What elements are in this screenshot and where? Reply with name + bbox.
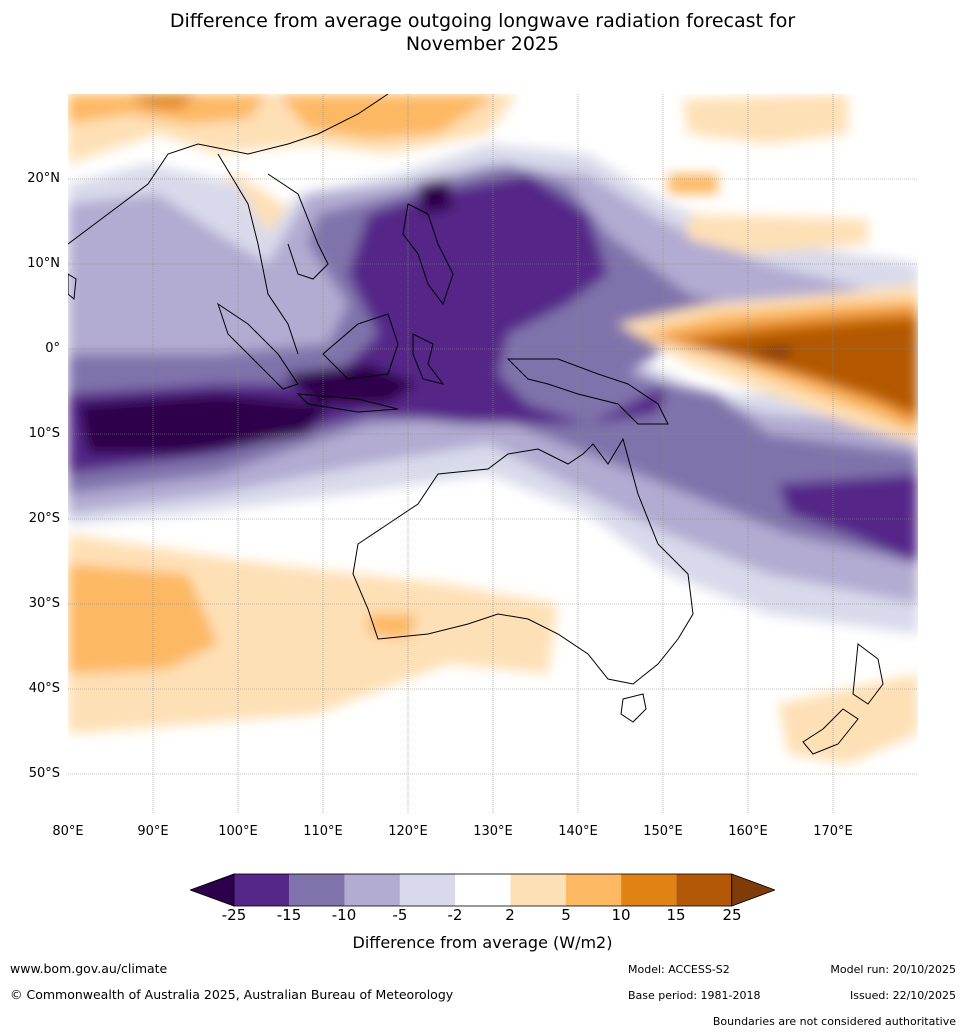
colorbar-tick: -15 xyxy=(276,906,302,924)
colorbar-extend-low xyxy=(190,873,235,907)
lon-label: 110°E xyxy=(303,824,343,839)
lat-label: 20°S xyxy=(28,511,60,526)
colorbar-tick: -5 xyxy=(392,906,408,924)
lon-label: 120°E xyxy=(388,824,428,839)
lat-label: 20°N xyxy=(27,171,60,186)
sulawesi-outline xyxy=(412,333,445,385)
issued-text: Issued: 22/10/2025 xyxy=(849,989,956,1002)
colorbar-segment xyxy=(234,874,290,906)
colorbar-segment xyxy=(510,874,566,906)
lon-label: 170°E xyxy=(813,824,853,839)
lon-label: 90°E xyxy=(137,824,169,839)
colorbar-segment xyxy=(565,874,622,906)
lat-label: 50°S xyxy=(28,766,60,781)
title-line-1: Difference from average outgoing longwav… xyxy=(169,10,796,32)
colorbar-segment xyxy=(344,874,400,906)
lat-label: 0° xyxy=(45,341,60,356)
colorbar-tick: -25 xyxy=(221,906,247,924)
colorbar-tick: 15 xyxy=(666,906,686,924)
colorbar-segment xyxy=(455,874,511,906)
lon-label: 140°E xyxy=(558,824,598,839)
new-guinea-outline xyxy=(506,358,669,425)
graticule xyxy=(68,94,918,814)
colorbar-tick: -2 xyxy=(447,906,463,924)
colorbar-tick: 2 xyxy=(505,906,515,924)
sumatra-outline xyxy=(217,302,299,390)
new-zealand-outline xyxy=(802,643,884,755)
colorbar-segment xyxy=(676,874,732,906)
colorbar-tick: 10 xyxy=(611,906,631,924)
lat-label: 10°S xyxy=(28,426,60,441)
colorbar xyxy=(190,873,775,907)
colorbar-label: Difference from average (W/m2) xyxy=(352,933,613,952)
lon-label: 160°E xyxy=(728,824,768,839)
model-run-text: Model run: 20/10/2025 xyxy=(830,963,956,976)
tasmania-outline xyxy=(620,693,647,723)
colorbar-segment xyxy=(289,874,345,906)
lat-label: 40°S xyxy=(28,681,60,696)
philippines-outline xyxy=(402,203,454,306)
lon-label: 100°E xyxy=(218,824,258,839)
colorbar-extend-high xyxy=(731,873,775,907)
disclaimer-text: Boundaries are not considered authoritat… xyxy=(712,1015,956,1028)
borneo-outline xyxy=(322,313,399,380)
copyright-text: © Commonwealth of Australia 2025, Austra… xyxy=(10,987,454,1002)
map-title: Difference from average outgoing longwav… xyxy=(0,10,965,56)
australia-outline xyxy=(352,437,694,685)
base-period-text: Base period: 1981-2018 xyxy=(628,989,761,1002)
colorbar-tick: -10 xyxy=(331,906,357,924)
olr-anomaly-map xyxy=(68,94,918,814)
lon-label: 150°E xyxy=(643,824,683,839)
lon-label: 80°E xyxy=(52,824,84,839)
title-line-2: November 2025 xyxy=(405,33,560,55)
sri-lanka-outline xyxy=(68,273,77,300)
colorbar-segment xyxy=(621,874,677,906)
lat-label: 10°N xyxy=(27,256,60,271)
model-text: Model: ACCESS-S2 xyxy=(628,963,730,976)
colorbar-tick: 25 xyxy=(722,906,742,924)
mainland-asia-outline xyxy=(68,94,389,355)
java-outline xyxy=(296,393,399,413)
lat-label: 30°S xyxy=(28,596,60,611)
coastlines xyxy=(68,94,884,755)
colorbar-segment xyxy=(399,874,456,906)
lon-label: 130°E xyxy=(473,824,513,839)
website-link[interactable]: www.bom.gov.au/climate xyxy=(10,961,168,976)
colorbar-tick: 5 xyxy=(561,906,571,924)
